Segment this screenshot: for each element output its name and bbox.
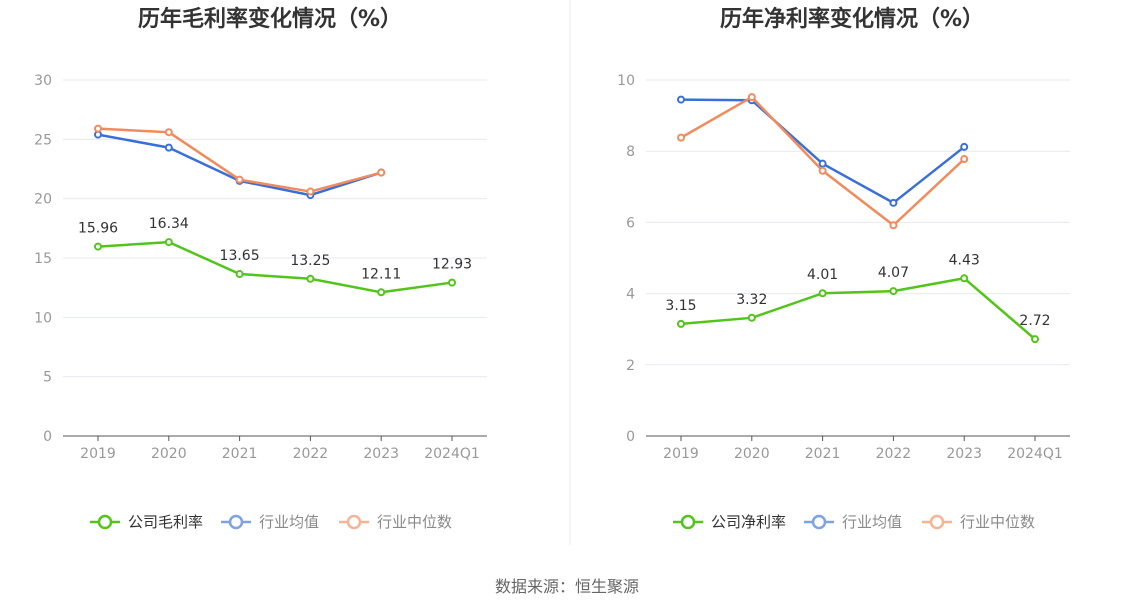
legend-marker [346, 514, 362, 530]
data-point [235, 175, 244, 184]
data-label: 3.15 [665, 298, 696, 314]
x-tick-label: 2021 [805, 446, 841, 462]
net-margin-chart: 历年净利率变化情况（%） 0 2 4 6 8 10 2019 2020 2021 2022 2023 2… [617, 6, 1070, 531]
data-point [960, 142, 969, 151]
data-point [889, 198, 898, 207]
legend-label: 行业中位数 [377, 513, 452, 531]
data-point [94, 124, 102, 133]
data-point [94, 242, 102, 251]
x-tick-label: 2024Q1 [424, 446, 480, 462]
series-line [97, 240, 453, 294]
data-label: 2.72 [1019, 313, 1050, 329]
y-tick-label: 30 [34, 73, 52, 89]
data-point [164, 143, 173, 152]
y-tick-label: 4 [626, 287, 635, 303]
y-tick-label: 15 [34, 251, 52, 267]
legend-marker [811, 514, 827, 530]
legend-marker [929, 514, 945, 530]
gross-margin-chart: 历年毛利率变化情况（%） 0 5 10 15 20 25 30 2019 2020 2021 2022… [34, 6, 487, 531]
chart-title: 历年毛利率变化情况（%） [138, 6, 402, 32]
series-line [680, 277, 1036, 341]
chart-title: 历年净利率变化情况（%） [720, 6, 984, 32]
legend-marker [97, 514, 113, 530]
data-point [164, 128, 173, 137]
x-tick-label: 2022 [293, 446, 329, 462]
y-tick-label: 20 [34, 192, 52, 208]
data-point [677, 319, 685, 328]
data-point [306, 274, 315, 283]
data-point [818, 289, 827, 298]
x-tick-label: 2023 [363, 446, 399, 462]
y-tick-label: 6 [626, 215, 635, 231]
data-point [306, 187, 315, 196]
x-tick-label: 2022 [876, 446, 912, 462]
data-label: 12.11 [361, 266, 401, 282]
data-point [235, 270, 244, 279]
data-label: 4.07 [878, 265, 909, 281]
data-label: 4.43 [949, 252, 980, 268]
data-point [377, 288, 386, 297]
data-point [448, 278, 456, 287]
data-point [1031, 335, 1039, 344]
data-point [960, 155, 969, 164]
y-tick-label: 10 [617, 73, 635, 89]
data-label: 4.01 [807, 267, 838, 283]
data-label: 12.93 [432, 257, 472, 273]
data-label: 15.96 [78, 221, 118, 237]
data-label: 13.65 [220, 248, 260, 264]
data-point [747, 93, 756, 102]
data-point [818, 166, 827, 175]
data-point [818, 159, 827, 168]
y-tick-label: 10 [34, 310, 52, 326]
y-tick-label: 0 [43, 429, 52, 445]
data-point [377, 168, 386, 177]
y-tick-label: 0 [626, 429, 635, 445]
y-tick-label: 5 [43, 370, 52, 386]
data-label: 13.25 [290, 253, 330, 269]
x-tick-label: 2019 [663, 446, 699, 462]
x-tick-label: 2020 [151, 446, 187, 462]
y-tick-label: 2 [626, 358, 635, 374]
legend-label: 行业均值 [842, 513, 902, 531]
data-label: 3.32 [736, 292, 767, 308]
x-tick-label: 2019 [80, 446, 116, 462]
legend-label: 公司净利率 [711, 513, 786, 531]
y-tick-label: 25 [34, 132, 52, 148]
data-point [747, 313, 756, 322]
data-point [889, 221, 898, 230]
data-point [889, 287, 898, 296]
legend-label: 行业中位数 [960, 513, 1035, 531]
legend-label: 行业均值 [259, 513, 319, 531]
x-tick-label: 2021 [222, 446, 258, 462]
legend-marker [228, 514, 244, 530]
data-point [677, 133, 685, 142]
series-line [97, 133, 382, 197]
data-point [164, 238, 173, 247]
x-tick-label: 2024Q1 [1007, 446, 1063, 462]
data-label: 16.34 [149, 216, 189, 232]
data-source-note: 数据来源：恒生聚源 [495, 577, 639, 596]
legend-marker [680, 514, 696, 530]
x-tick-label: 2023 [946, 446, 982, 462]
data-point [677, 95, 685, 104]
legend-label: 公司毛利率 [128, 513, 203, 531]
data-point [960, 274, 969, 283]
x-tick-label: 2020 [734, 446, 770, 462]
y-tick-label: 8 [626, 144, 635, 160]
